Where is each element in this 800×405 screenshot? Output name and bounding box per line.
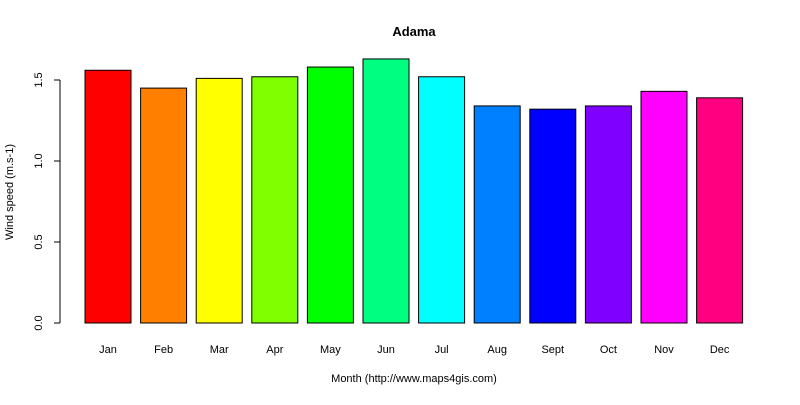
bar-sept: [529, 108, 577, 324]
x-tick-label: Jun: [377, 344, 395, 356]
bar-jul: [418, 76, 466, 324]
x-tick-label: Oct: [600, 344, 617, 356]
x-tick-label: May: [320, 344, 341, 356]
y-tick-label: 1.5: [33, 72, 45, 87]
x-axis-label: Month (http://www.maps4gis.com): [331, 373, 497, 385]
y-axis: 0.0 0.5 1.0 1.5: [33, 72, 61, 331]
y-tick-label: 0.5: [33, 234, 45, 249]
bar-nov: [640, 90, 688, 324]
y-tick-label: 1.0: [33, 153, 45, 168]
x-tick-label: Feb: [154, 344, 173, 356]
bars: [84, 58, 744, 324]
bar-mar: [195, 77, 243, 324]
y-tick-label: 0.0: [33, 315, 45, 330]
x-tick-labels: Jan Feb Mar Apr May Jun Jul Aug Sept Oct Nov Dec: [99, 344, 730, 356]
bar-jun: [362, 58, 410, 324]
x-tick-label: Dec: [710, 344, 730, 356]
bar-oct: [584, 105, 632, 324]
x-tick-label: Nov: [654, 344, 674, 356]
chart-title: Adama: [392, 24, 436, 39]
bar-aug: [473, 105, 521, 324]
bar-may: [306, 66, 354, 324]
x-tick-label: Sept: [541, 344, 564, 356]
x-tick-label: Aug: [487, 344, 507, 356]
bar-jan: [84, 69, 132, 324]
x-tick-label: Jul: [435, 344, 449, 356]
y-axis-label: Wind speed (m.s-1): [4, 144, 16, 240]
bar-dec: [696, 97, 744, 324]
x-tick-label: Mar: [210, 344, 229, 356]
bar-apr: [251, 76, 299, 324]
x-tick-label: Jan: [99, 344, 117, 356]
x-tick-label: Apr: [266, 344, 283, 356]
bar-feb: [140, 87, 188, 324]
